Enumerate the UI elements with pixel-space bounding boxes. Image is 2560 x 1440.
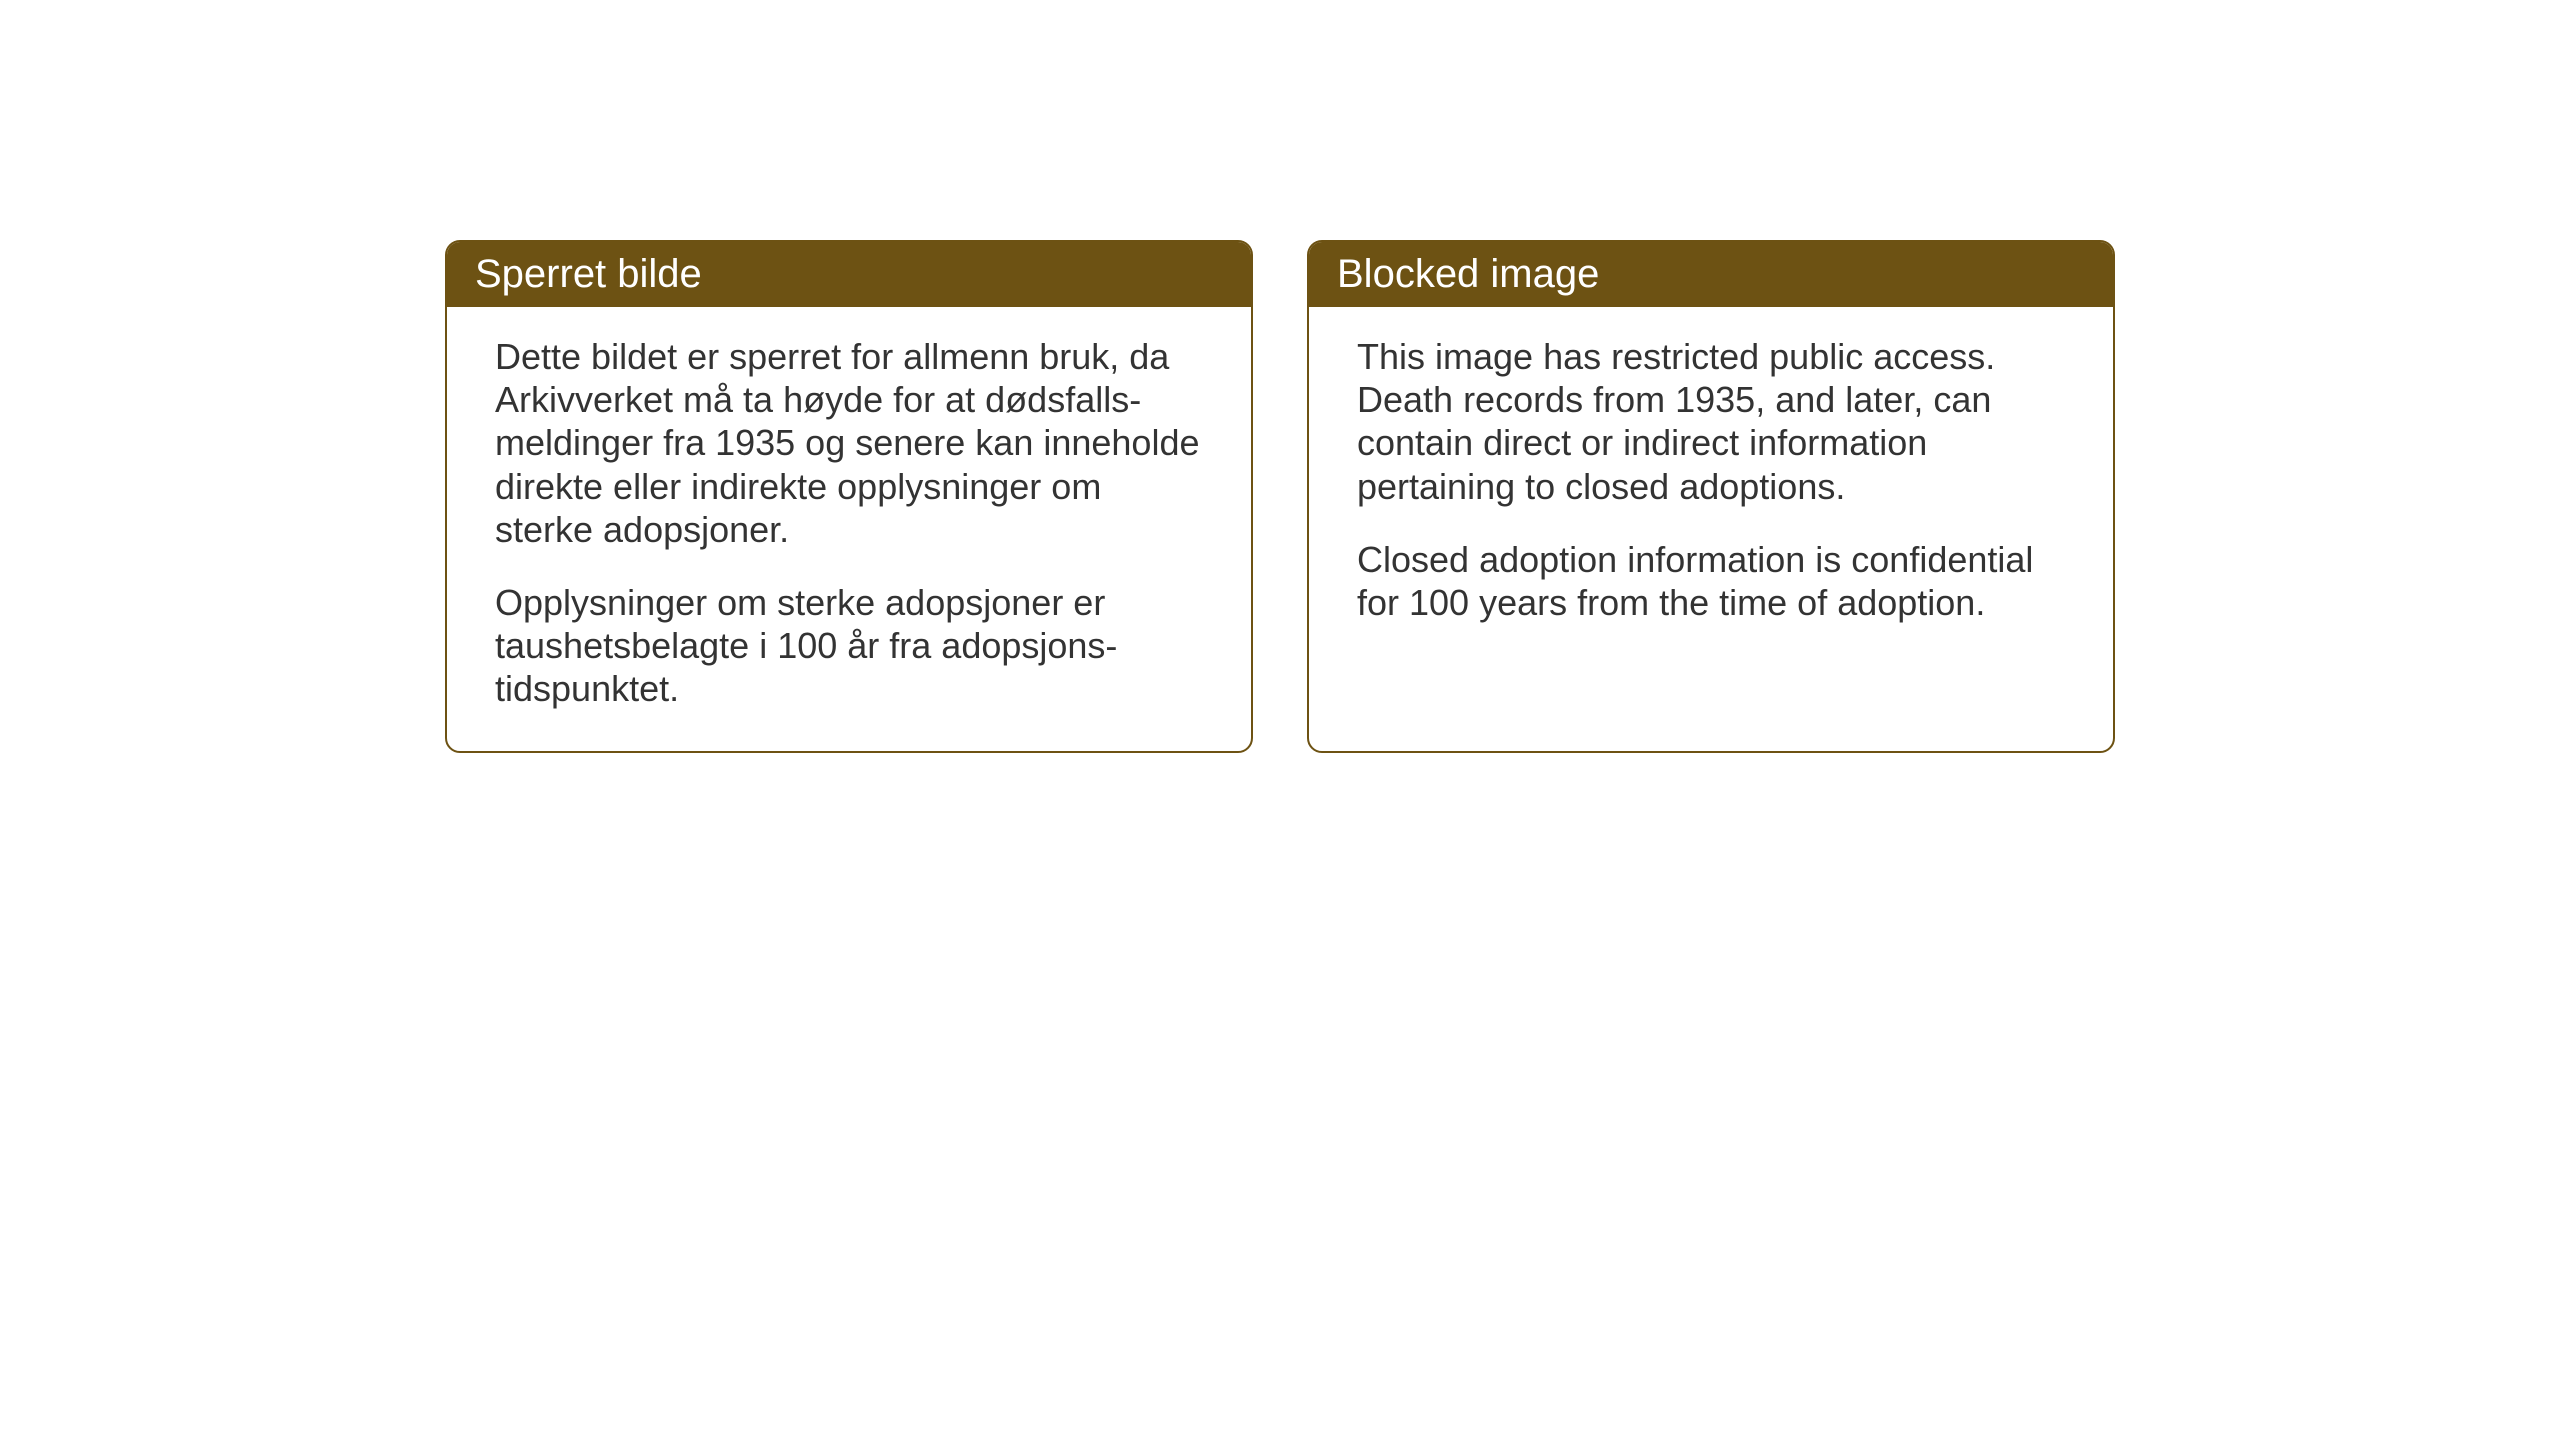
card-english-body: This image has restricted public access.… bbox=[1309, 307, 2113, 664]
card-english: Blocked image This image has restricted … bbox=[1307, 240, 2115, 753]
card-english-paragraph2: Closed adoption information is confident… bbox=[1357, 538, 2065, 624]
card-norwegian-body: Dette bildet er sperret for allmenn bruk… bbox=[447, 307, 1251, 751]
cards-container: Sperret bilde Dette bildet er sperret fo… bbox=[445, 240, 2115, 753]
card-norwegian: Sperret bilde Dette bildet er sperret fo… bbox=[445, 240, 1253, 753]
card-english-header: Blocked image bbox=[1309, 242, 2113, 307]
card-english-paragraph1: This image has restricted public access.… bbox=[1357, 335, 2065, 508]
card-norwegian-paragraph2: Opplysninger om sterke adopsjoner er tau… bbox=[495, 581, 1203, 711]
card-norwegian-header: Sperret bilde bbox=[447, 242, 1251, 307]
card-norwegian-paragraph1: Dette bildet er sperret for allmenn bruk… bbox=[495, 335, 1203, 551]
card-english-title: Blocked image bbox=[1337, 252, 1599, 296]
card-norwegian-title: Sperret bilde bbox=[475, 252, 702, 296]
